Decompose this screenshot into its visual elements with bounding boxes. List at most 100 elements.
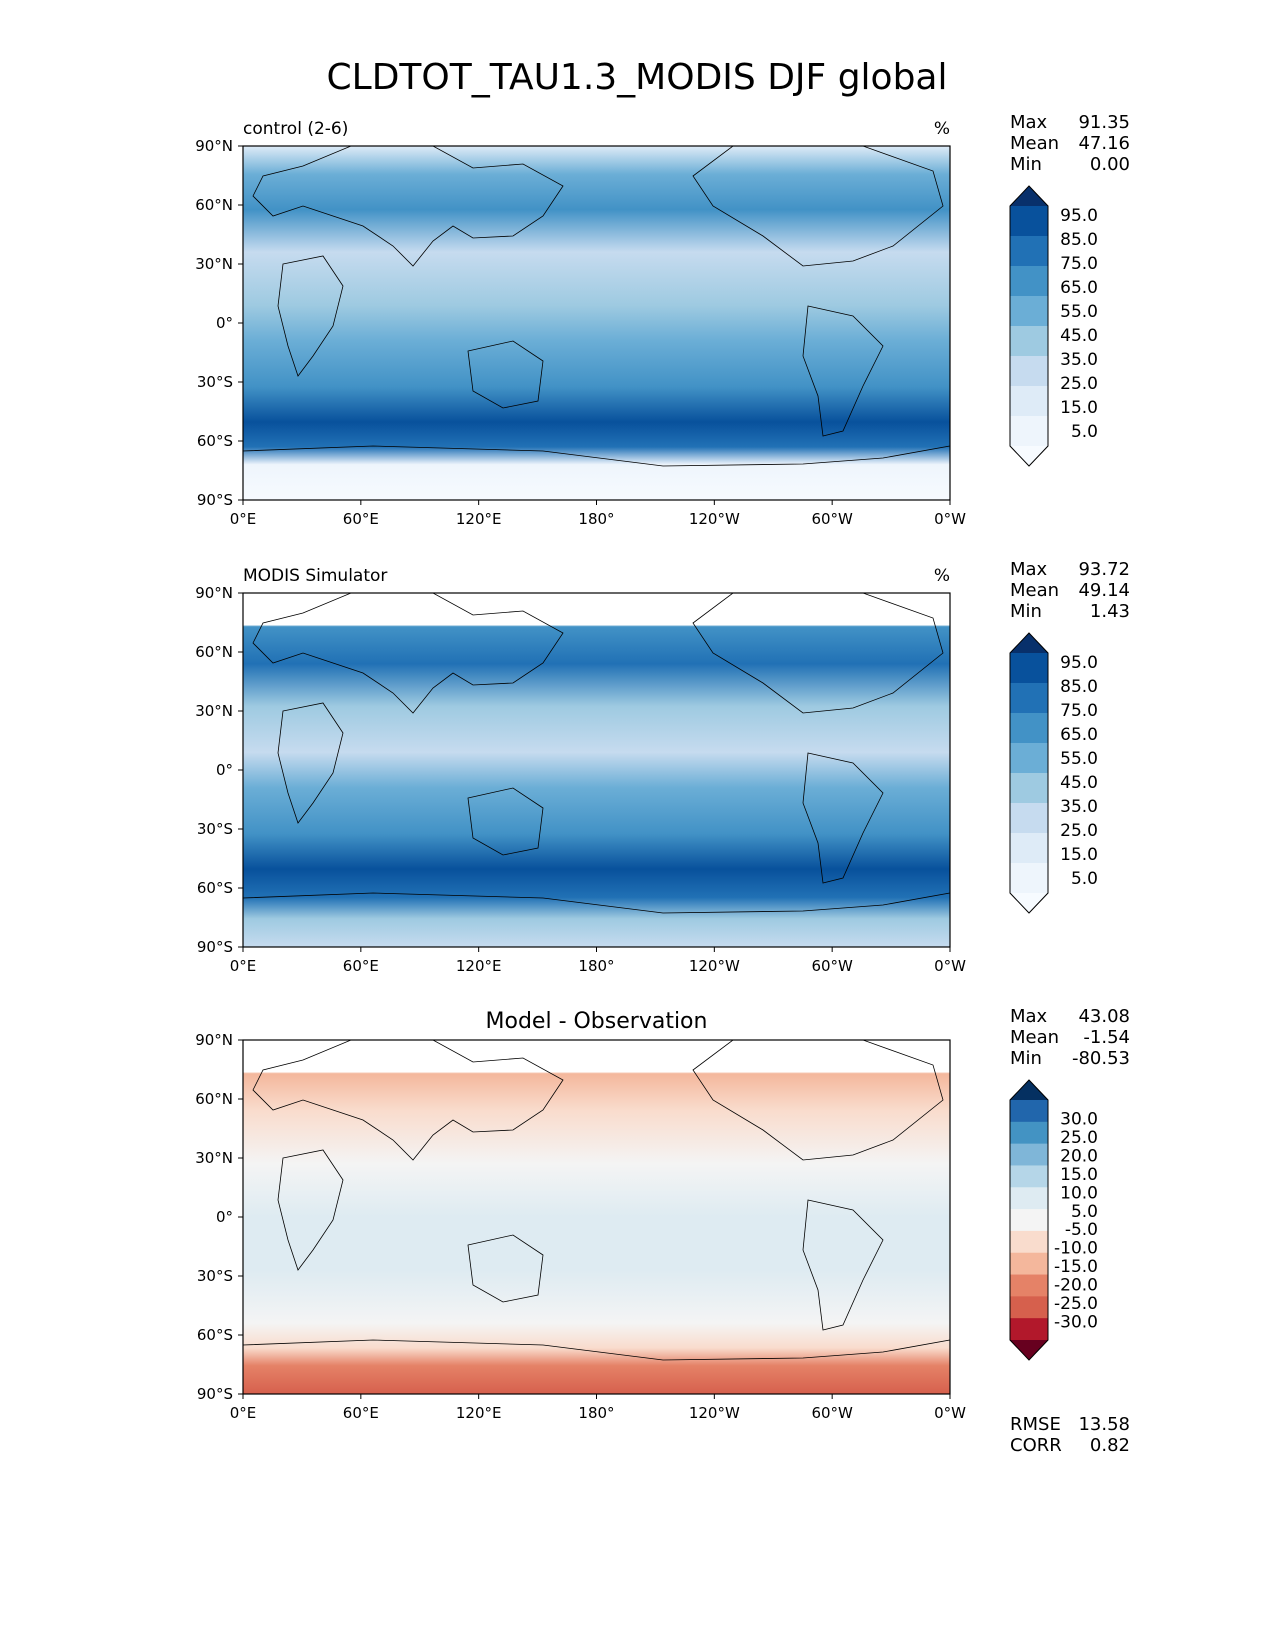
panel-1-ytick-label: 90°S <box>197 491 233 509</box>
panel-2-colorbar-tick: 85.0 <box>1060 677 1098 697</box>
panel-3-colorbar-tick: 20.0 <box>1060 1146 1098 1166</box>
panel-2-ytick-label: 90°S <box>197 938 233 956</box>
panel-2-colorbar-band <box>1010 743 1048 774</box>
panel-2-colorbar-tick: 95.0 <box>1060 653 1098 673</box>
panel-1-colorbar-tick: 35.0 <box>1060 350 1098 370</box>
panel-1-colorbar-extend-top <box>1010 186 1048 206</box>
panel-3-field <box>243 1040 950 1394</box>
panel-3-colorbar-tick: -25.0 <box>1054 1294 1098 1314</box>
panel-3-stat-value: -1.54 <box>1083 1027 1130 1048</box>
panel-3-stat-label: Max <box>1010 1006 1048 1027</box>
panel-1-title: control (2-6) <box>243 119 348 139</box>
panel-1-stat-label: Mean <box>1010 133 1059 154</box>
panel-1-ytick-label: 90°N <box>195 137 233 155</box>
panel-1-xtick-label: 120°W <box>689 510 740 528</box>
panel-2-stat-label: Min <box>1010 601 1042 622</box>
panel-1-colorbar-band <box>1010 236 1048 267</box>
panel-2-stat-value: 1.43 <box>1090 601 1130 622</box>
panel-3-colorbar-band <box>1010 1165 1048 1188</box>
panel-1-xtick-label: 0°E <box>230 510 257 528</box>
panel-3-colorbar-tick: -30.0 <box>1054 1313 1098 1333</box>
panel-3-colorbar-tick: -15.0 <box>1054 1257 1098 1277</box>
panel-2-ytick-label: 30°S <box>197 820 233 838</box>
panel-3-title: Model - Observation <box>486 1009 708 1034</box>
panel-3-xtick-label: 120°W <box>689 1404 740 1422</box>
panel-2-colorbar-extend-bottom <box>1010 893 1048 913</box>
panel-3-corr-label: CORR <box>1010 1435 1062 1456</box>
panel-3-xtick-label: 60°W <box>811 1404 853 1422</box>
panel-2-colorbar-tick: 15.0 <box>1060 845 1098 865</box>
panel-3-colorbar-band <box>1010 1274 1048 1297</box>
panel-1-colorbar-tick: 45.0 <box>1060 326 1098 346</box>
panel-3-ytick-label: 60°S <box>197 1326 233 1344</box>
panel-3-colorbar-extend-top <box>1010 1080 1048 1100</box>
panel-3-colorbar-band <box>1010 1187 1048 1210</box>
panel-3-stat-value: -80.53 <box>1072 1048 1130 1069</box>
panel-1-colorbar-band <box>1010 356 1048 387</box>
panel-2-xtick-label: 180° <box>578 957 614 975</box>
panel-2-title: MODIS Simulator <box>243 566 387 586</box>
panel-1-coastline <box>802 305 884 437</box>
panel-2-colorbar-band <box>1010 773 1048 804</box>
panel-2-colorbar-band <box>1010 653 1048 684</box>
panel-2-field <box>243 593 950 947</box>
panel-1-coastline <box>467 340 544 409</box>
panel-1-colorbar-band <box>1010 416 1048 447</box>
panel-3-ytick-label: 30°S <box>197 1267 233 1285</box>
panel-3-rmse-label: RMSE <box>1010 1414 1061 1435</box>
panel-3-ytick-label: 90°N <box>195 1031 233 1049</box>
panel-1-colorbar-tick: 5.0 <box>1071 422 1098 442</box>
panel-model-minus-observation: Model - Observation 0°E 60°E 120°E 180° 120°W… <box>195 1006 1130 1456</box>
panel-modis-simulator: MODIS Simulator % 0°E 60°E 120°E 180° 120°W 60°… <box>195 559 1130 975</box>
panel-2-colorbar-band <box>1010 863 1048 894</box>
figure-title: CLDTOT_TAU1.3_MODIS DJF global <box>327 57 948 98</box>
panel-2-coastline <box>277 702 344 824</box>
panel-1-xtick-label: 0°W <box>934 510 966 528</box>
panel-1-colorbar-extend-bottom <box>1010 446 1048 466</box>
panel-3-colorbar-tick: 30.0 <box>1060 1109 1098 1129</box>
panel-3-xtick-label: 60°E <box>343 1404 379 1422</box>
panel-2-colorbar-band <box>1010 713 1048 744</box>
panel-2-stat-label: Mean <box>1010 580 1059 601</box>
panel-1-colorbar-band <box>1010 266 1048 297</box>
panel-2-xtick-label: 0°W <box>934 957 966 975</box>
panel-1-colorbar-tick: 95.0 <box>1060 206 1098 226</box>
panel-1-colorbar-band <box>1010 296 1048 327</box>
panel-1-ytick-label: 30°S <box>197 373 233 391</box>
panel-2-ytick-label: 0° <box>216 761 233 779</box>
panel-3-xtick-label: 0°W <box>934 1404 966 1422</box>
panel-1-stat-value: 0.00 <box>1090 154 1130 175</box>
panel-3-colorbar-tick: 10.0 <box>1060 1183 1098 1203</box>
panel-3-colorbar-tick: 15.0 <box>1060 1165 1098 1185</box>
panel-2-colorbar-band <box>1010 833 1048 864</box>
panel-3-stat-value: 43.08 <box>1078 1006 1130 1027</box>
panel-2-xtick-label: 120°E <box>456 957 502 975</box>
panel-1-coastline <box>277 255 344 377</box>
panel-2-coastline <box>802 752 884 884</box>
panel-1-ytick-label: 30°N <box>195 255 233 273</box>
panel-3-xtick-label: 120°E <box>456 1404 502 1422</box>
panel-3-coastline <box>277 1149 344 1271</box>
panel-2-colorbar-tick: 45.0 <box>1060 773 1098 793</box>
panel-2-colorbar-tick: 5.0 <box>1071 869 1098 889</box>
panel-3-xtick-label: 180° <box>578 1404 614 1422</box>
panel-3-colorbar-band <box>1010 1252 1048 1276</box>
panel-3-ytick-label: 30°N <box>195 1149 233 1167</box>
panel-1-units: % <box>934 119 950 139</box>
panel-1-coastline <box>252 145 564 267</box>
panel-2-ytick-label: 30°N <box>195 702 233 720</box>
panel-3-colorbar-tick: 5.0 <box>1071 1202 1098 1222</box>
panel-3-coastline <box>467 1234 544 1303</box>
panel-1-stat-value: 91.35 <box>1078 112 1130 133</box>
panel-3-colorbar-tick: 25.0 <box>1060 1128 1098 1148</box>
panel-2-xtick-label: 60°E <box>343 957 379 975</box>
panel-2-colorbar-tick: 75.0 <box>1060 701 1098 721</box>
panel-1-field <box>243 146 950 500</box>
panel-3-colorbar-tick: -5.0 <box>1065 1220 1098 1240</box>
panel-3-colorbar-band <box>1010 1209 1048 1232</box>
panel-1-colorbar-tick: 55.0 <box>1060 302 1098 322</box>
panel-2-coastline <box>692 592 944 714</box>
panel-2-ytick-label: 60°S <box>197 879 233 897</box>
panel-2-coastline <box>467 787 544 856</box>
